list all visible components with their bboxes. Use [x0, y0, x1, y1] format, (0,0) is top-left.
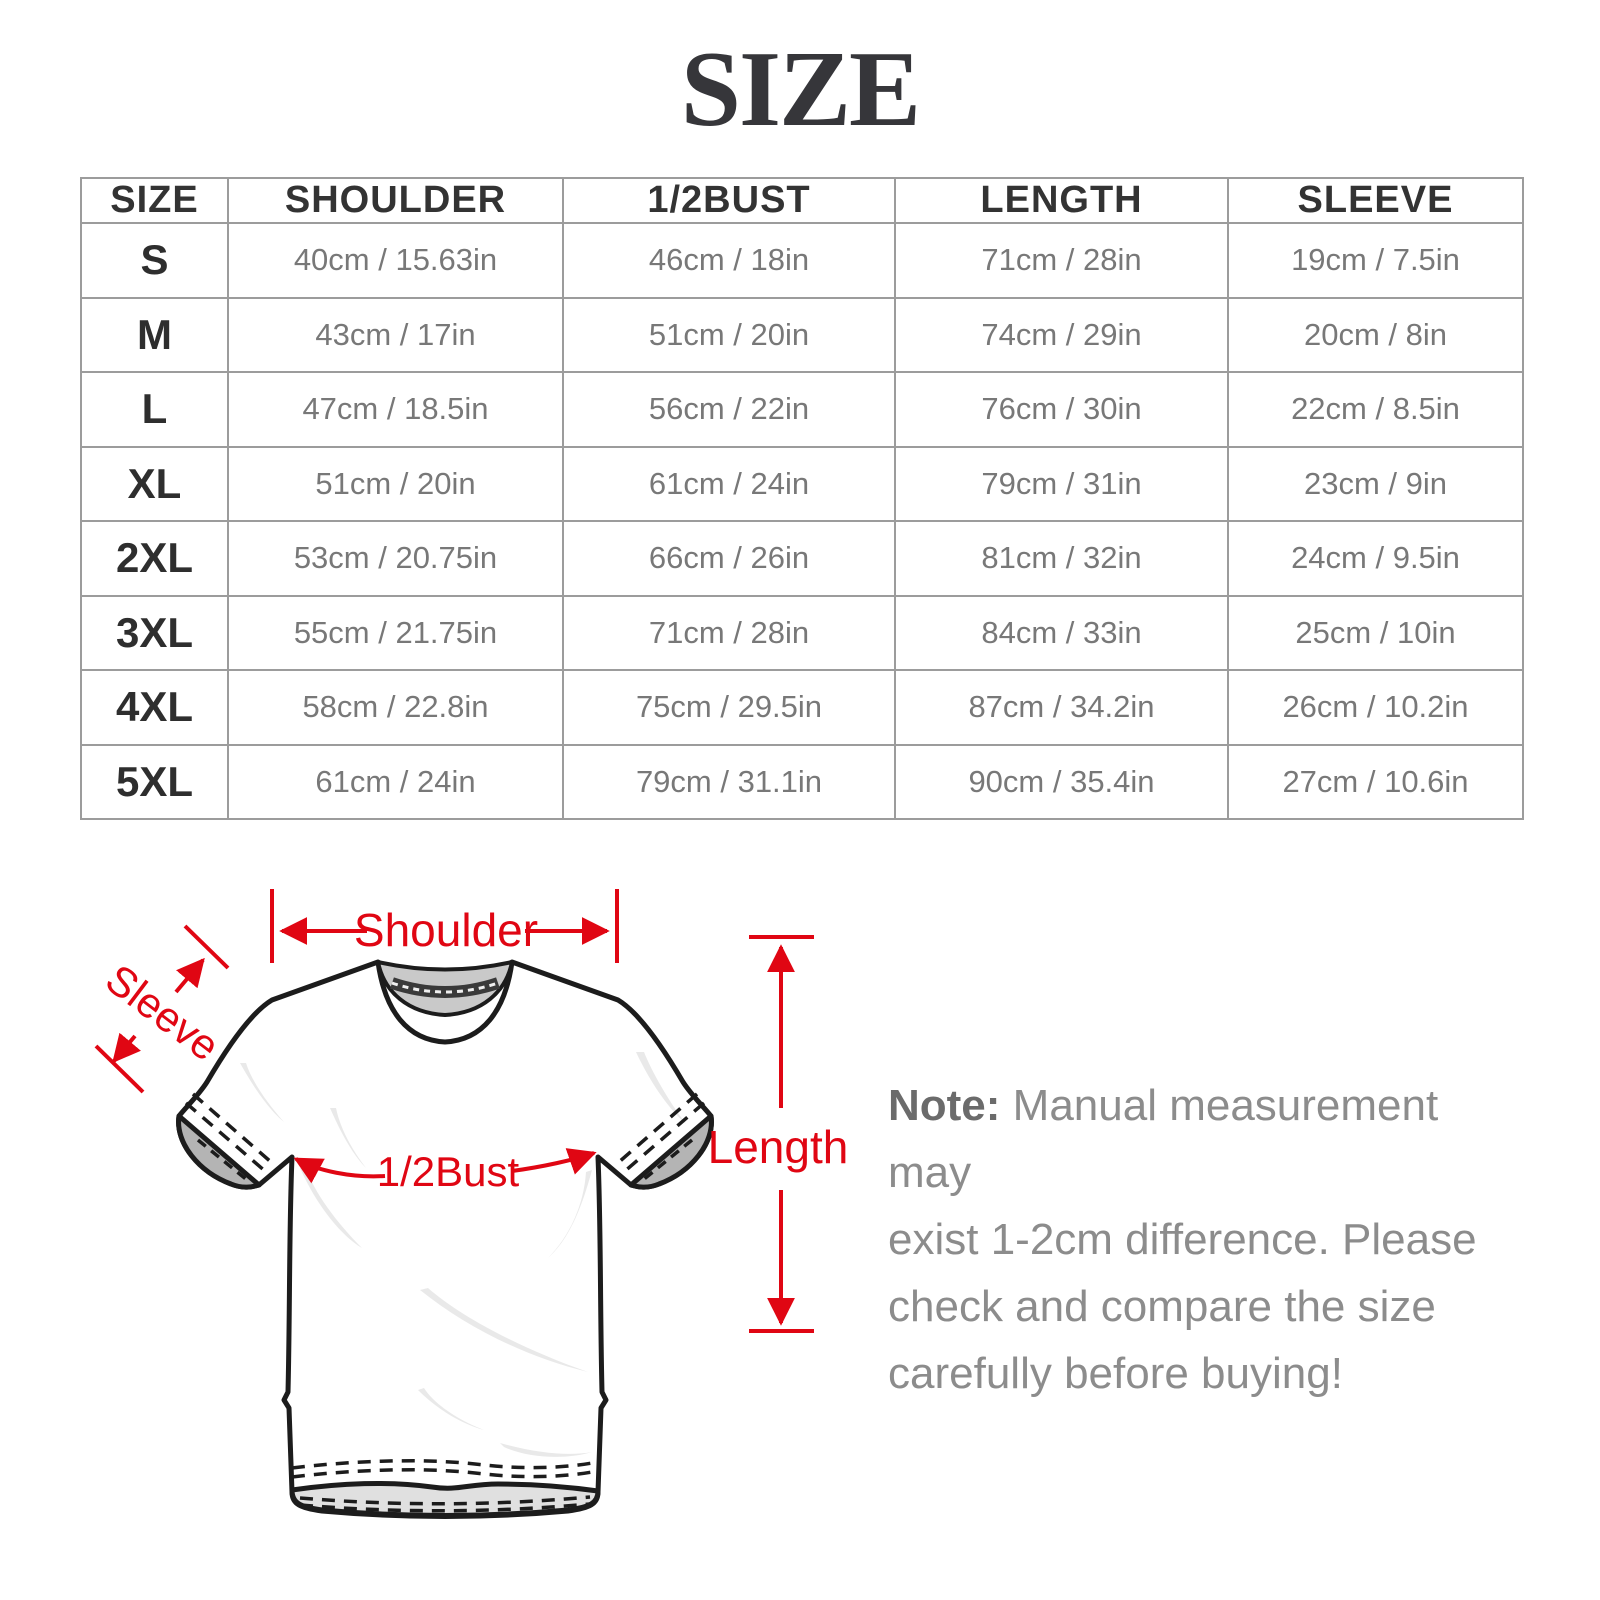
measurement-annotations: [94, 889, 814, 1333]
table-row: 3XL 55cm / 21.75in 71cm / 28in 84cm / 33…: [80, 594, 1524, 671]
cell-bust: 61cm / 24in: [562, 445, 896, 522]
size-label: 2XL: [80, 520, 229, 597]
table-row: 5XL 61cm / 24in 79cm / 31.1in 90cm / 35.…: [80, 743, 1524, 820]
left-cuff-inside: [176, 1113, 262, 1190]
note-line: carefully before buying!: [888, 1349, 1343, 1398]
cell-sleeve: 26cm / 10.2in: [1227, 669, 1524, 746]
note-line: Note: Manual measurement may: [888, 1072, 1528, 1206]
header-shoulder: SHOULDER: [227, 177, 564, 224]
table-row: 4XL 58cm / 22.8in 75cm / 29.5in 87cm / 3…: [80, 669, 1524, 746]
table-row: S 40cm / 15.63in 46cm / 18in 71cm / 28in…: [80, 222, 1524, 299]
cell-shoulder: 47cm / 18.5in: [227, 371, 564, 448]
cell-shoulder: 53cm / 20.75in: [227, 520, 564, 597]
cell-sleeve: 25cm / 10in: [1227, 594, 1524, 671]
shoulder-label: Shoulder: [354, 904, 538, 956]
size-label: 5XL: [80, 743, 229, 820]
cell-bust: 75cm / 29.5in: [562, 669, 896, 746]
table-row: 2XL 53cm / 20.75in 66cm / 26in 81cm / 32…: [80, 520, 1524, 597]
cell-bust: 56cm / 22in: [562, 371, 896, 448]
cell-bust: 51cm / 20in: [562, 296, 896, 373]
cell-bust: 79cm / 31.1in: [562, 743, 896, 820]
size-label: S: [80, 222, 229, 299]
header-size: SIZE: [80, 177, 229, 224]
cell-length: 84cm / 33in: [894, 594, 1229, 671]
size-table: SIZE SHOULDER 1/2BUST LENGTH SLEEVE S 40…: [80, 177, 1524, 820]
tshirt-outline: [176, 959, 714, 1519]
header-bust: 1/2BUST: [562, 177, 896, 224]
cell-sleeve: 27cm / 10.6in: [1227, 743, 1524, 820]
cell-shoulder: 51cm / 20in: [227, 445, 564, 522]
size-label: L: [80, 371, 229, 448]
sleeve-tick-upper: [183, 924, 230, 970]
bust-label: 1/2Bust: [377, 1148, 520, 1195]
tshirt-illustration: [176, 959, 714, 1519]
note-label: Note:: [888, 1081, 1001, 1130]
sleeve-label: Sleeve: [97, 955, 228, 1070]
cell-bust: 71cm / 28in: [562, 594, 896, 671]
header-sleeve: SLEEVE: [1227, 177, 1524, 224]
tshirt-measurement-diagram: Shoulder Sleeve 1/2Bust Length: [94, 889, 849, 1519]
sleeve-tick-lower: [94, 1044, 145, 1094]
bust-arrow-left: [293, 1157, 386, 1184]
size-label: XL: [80, 445, 229, 522]
collar-tape-zigzag: [391, 981, 499, 994]
page-title: SIZE: [680, 30, 921, 149]
cell-bust: 66cm / 26in: [562, 520, 896, 597]
cell-shoulder: 61cm / 24in: [227, 743, 564, 820]
table-row: L 47cm / 18.5in 56cm / 22in 76cm / 30in …: [80, 371, 1524, 448]
sleeve-arrow-lower: [112, 1032, 141, 1064]
table-row: M 43cm / 17in 51cm / 20in 74cm / 29in 20…: [80, 296, 1524, 373]
note-block: Note: Manual measurement may exist 1-2cm…: [888, 1072, 1528, 1407]
size-label: 3XL: [80, 594, 229, 671]
size-label: 4XL: [80, 669, 229, 746]
cell-bust: 46cm / 18in: [562, 222, 896, 299]
length-label: Length: [708, 1121, 849, 1173]
note-line: exist 1-2cm difference. Please: [888, 1215, 1477, 1264]
cell-sleeve: 19cm / 7.5in: [1227, 222, 1524, 299]
cell-length: 71cm / 28in: [894, 222, 1229, 299]
stitch-lines: [184, 1092, 706, 1513]
cell-sleeve: 20cm / 8in: [1227, 296, 1524, 373]
note-text: Manual measurement may: [888, 1081, 1439, 1197]
cell-sleeve: 22cm / 8.5in: [1227, 371, 1524, 448]
size-label: M: [80, 296, 229, 373]
cell-sleeve: 23cm / 9in: [1227, 445, 1524, 522]
table-header-row: SIZE SHOULDER 1/2BUST LENGTH SLEEVE: [80, 177, 1524, 224]
cell-length: 87cm / 34.2in: [894, 669, 1229, 746]
cell-length: 90cm / 35.4in: [894, 743, 1229, 820]
cell-length: 74cm / 29in: [894, 296, 1229, 373]
sleeve-arrow-upper: [174, 957, 205, 994]
cell-shoulder: 55cm / 21.75in: [227, 594, 564, 671]
cell-shoulder: 43cm / 17in: [227, 296, 564, 373]
cell-sleeve: 24cm / 9.5in: [1227, 520, 1524, 597]
table-row: XL 51cm / 20in 61cm / 24in 79cm / 31in 2…: [80, 445, 1524, 522]
bust-arrow-right: [511, 1148, 597, 1175]
cell-shoulder: 58cm / 22.8in: [227, 669, 564, 746]
header-length: LENGTH: [894, 177, 1229, 224]
cell-shoulder: 40cm / 15.63in: [227, 222, 564, 299]
right-cuff-inside: [628, 1113, 714, 1190]
cell-length: 76cm / 30in: [894, 371, 1229, 448]
cell-length: 79cm / 31in: [894, 445, 1229, 522]
cell-length: 81cm / 32in: [894, 520, 1229, 597]
note-line: check and compare the size: [888, 1282, 1436, 1331]
